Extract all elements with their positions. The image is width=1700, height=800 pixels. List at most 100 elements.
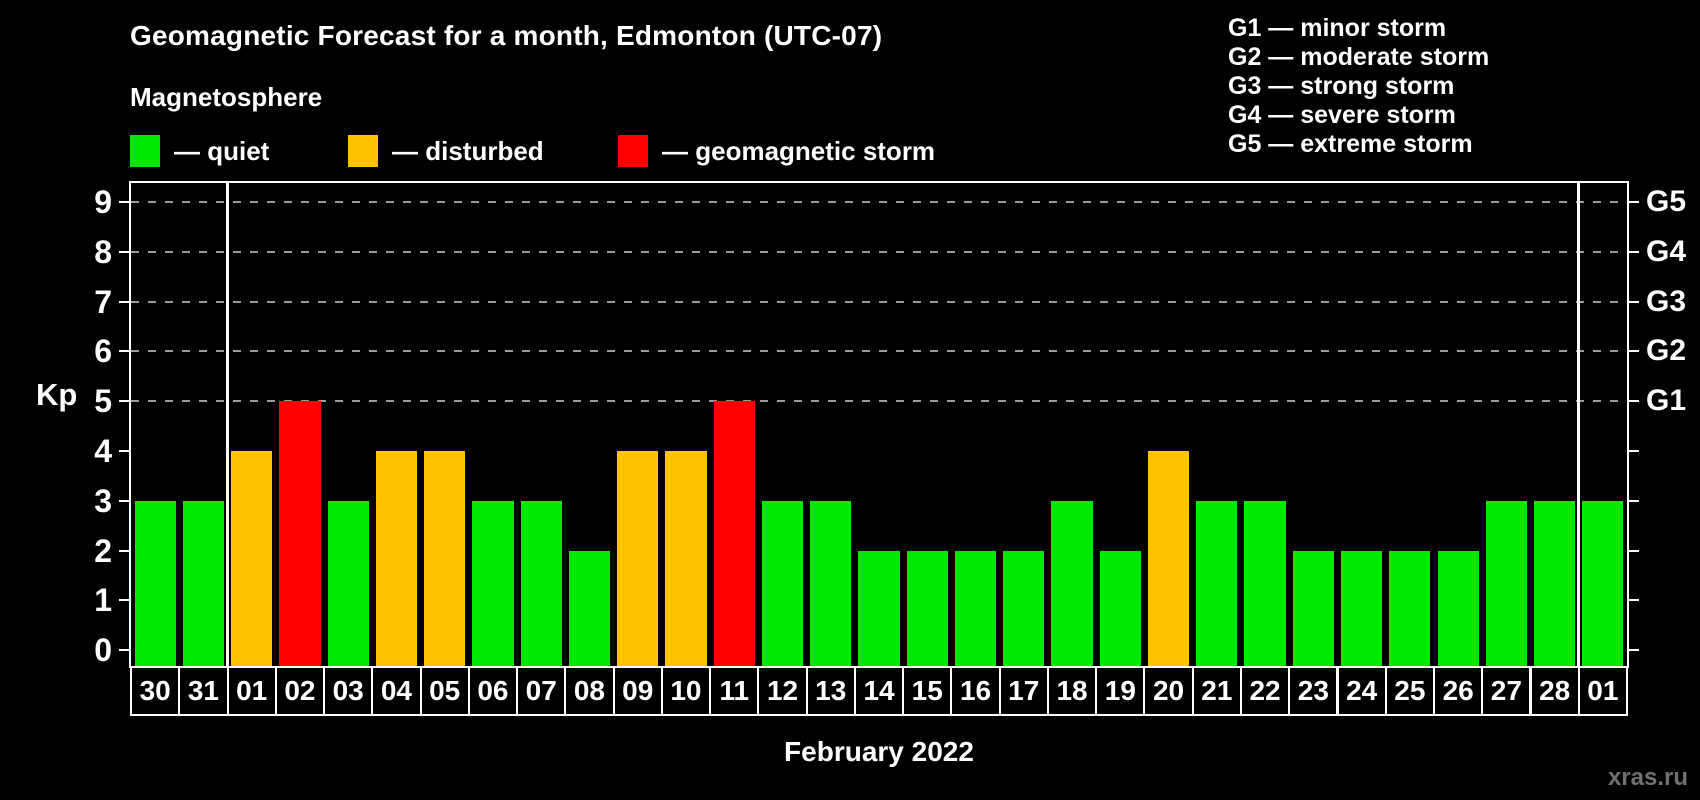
disturbed-color-swatch	[348, 135, 378, 167]
kp-bar	[327, 500, 369, 666]
kp-bar	[761, 500, 804, 666]
day-label-cell: 23	[1288, 666, 1339, 716]
day-label-cell: 18	[1046, 666, 1098, 716]
month-separator-line	[226, 183, 229, 666]
legend-label-disturbed: — disturbed	[392, 136, 544, 166]
quiet-color-swatch	[130, 135, 160, 167]
day-label-cell: 13	[805, 666, 856, 716]
g-axis-label: G2	[1646, 334, 1687, 368]
kp-bar	[1244, 500, 1286, 666]
day-label-cell: 12	[757, 666, 808, 716]
y-tick-right	[1627, 599, 1639, 602]
y-tick-label: 4	[94, 432, 112, 469]
day-label-cell: 17	[998, 666, 1049, 716]
kp-gridline	[131, 250, 1627, 253]
y-tick-label: 3	[94, 482, 112, 519]
g-axis-label: G5	[1646, 185, 1687, 219]
kp-bar	[1147, 450, 1190, 666]
kp-bar	[1389, 550, 1431, 666]
legend-item-storm: — geomagnetic storm	[618, 135, 935, 167]
kp-bar	[1051, 500, 1093, 666]
legend-item-disturbed: — disturbed	[348, 135, 544, 167]
y-tick	[119, 250, 131, 253]
g1-legend-line: G1 — minor storm	[1228, 14, 1447, 42]
kp-bar	[1534, 500, 1576, 666]
y-tick-right	[1627, 350, 1639, 353]
y-tick-label: 8	[94, 233, 112, 270]
y-tick-right	[1627, 300, 1639, 303]
x-axis-title: February 2022	[784, 736, 974, 767]
kp-bar	[1196, 500, 1238, 666]
kp-bar	[1003, 550, 1045, 666]
day-label-cell: 01	[1577, 666, 1628, 716]
y-tick-right	[1627, 201, 1639, 204]
day-label-cell: 10	[660, 666, 712, 716]
day-label-cell: 30	[130, 666, 181, 716]
storm-color-swatch	[618, 135, 648, 167]
day-label-cell: 05	[419, 666, 470, 716]
day-label-cell: 20	[1143, 666, 1194, 716]
y-tick-label: 0	[94, 632, 112, 668]
y-tick-right	[1627, 400, 1639, 403]
day-label-cell: 07	[516, 666, 567, 716]
y-tick-right	[1627, 649, 1639, 651]
kp-bar	[954, 550, 997, 666]
kp-bar	[1437, 550, 1479, 666]
y-tick	[119, 350, 131, 353]
kp-bar	[1582, 500, 1624, 666]
kp-bar	[568, 550, 611, 666]
y-tick-label: 6	[94, 333, 112, 370]
y-tick-label: 7	[94, 283, 112, 320]
y-tick-label: 5	[94, 383, 112, 420]
day-label-cell: 22	[1239, 666, 1291, 716]
kp-gridline	[131, 300, 1627, 303]
day-label-cell: 16	[950, 666, 1001, 716]
g-scale-legend: G1 — minor storm G2 — moderate storm G3 …	[1228, 14, 1489, 159]
g-axis-label: G1	[1646, 384, 1687, 418]
day-label-cell: 04	[371, 666, 422, 716]
kp-bar	[1485, 500, 1527, 666]
legend-label-storm: — geomagnetic storm	[662, 136, 936, 166]
day-label-cell: 24	[1336, 666, 1387, 716]
day-label-cell: 19	[1095, 666, 1146, 716]
kp-bar	[1099, 550, 1141, 666]
y-tick	[119, 400, 131, 403]
kp-bar	[906, 550, 948, 666]
day-label-cell: 14	[853, 666, 905, 716]
kp-gridline	[131, 350, 1627, 353]
g5-legend-line: G5 — extreme storm	[1228, 130, 1473, 158]
kp-bar	[1292, 550, 1334, 666]
kp-bar	[182, 500, 225, 666]
watermark: xras.ru	[1607, 764, 1688, 791]
day-label-cell: 28	[1529, 666, 1580, 716]
day-label-cell: 09	[612, 666, 663, 716]
plot-area	[129, 181, 1629, 668]
kp-bar	[375, 450, 418, 666]
y-tick-right	[1627, 499, 1639, 502]
legend-label-quiet: — quiet	[174, 136, 270, 166]
y-tick-right	[1627, 549, 1639, 552]
y-tick	[119, 649, 131, 651]
y-tick	[119, 499, 131, 502]
day-label-cell: 01	[226, 666, 277, 716]
kp-bar	[472, 500, 514, 666]
magnetosphere-subtitle: Magnetosphere	[130, 82, 323, 112]
g-axis-label: G4	[1646, 234, 1687, 268]
kp-bar	[617, 450, 659, 666]
kp-bar	[279, 401, 321, 666]
page-title: Geomagnetic Forecast for a month, Edmont…	[130, 20, 883, 51]
day-label-cell: 26	[1433, 666, 1484, 716]
y-tick	[119, 449, 131, 452]
y-tick-label: 9	[94, 184, 112, 221]
day-label-cell: 21	[1191, 666, 1242, 716]
day-label-cell: 08	[564, 666, 615, 716]
day-label-cell: 02	[274, 666, 326, 716]
y-tick	[119, 599, 131, 602]
kp-bar	[713, 401, 755, 666]
kp-bar	[134, 500, 176, 666]
gridlines-layer	[131, 183, 1627, 666]
kp-bar	[665, 450, 707, 666]
y-tick-label: 2	[94, 532, 112, 569]
kp-bar	[810, 500, 852, 666]
